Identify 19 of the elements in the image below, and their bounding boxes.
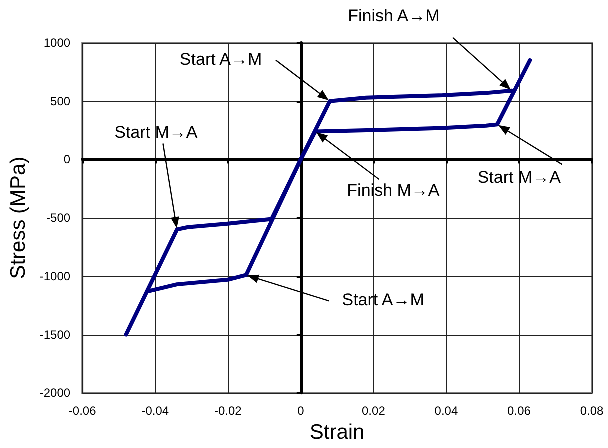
y-tick-label: -1000: [40, 269, 71, 284]
y-tick-label: 500: [50, 94, 71, 108]
x-tick-label: 0: [298, 404, 305, 418]
x-tick-label: -0.06: [68, 404, 97, 418]
y-tick-label: 0: [64, 152, 71, 167]
x-tick-label: -0.04: [142, 404, 170, 418]
annotation: Start M→A: [114, 123, 198, 142]
x-tick-label: 0.02: [362, 404, 386, 418]
x-tick-label: -0.02: [214, 404, 242, 418]
x-tick-label: 0.04: [434, 404, 458, 418]
y-tick-label: -2000: [40, 386, 71, 400]
x-tick-label: 0.06: [508, 404, 532, 418]
x-tick-label: 0.08: [580, 404, 604, 418]
y-tick-label: -500: [46, 211, 71, 226]
y-tick-label: 1000: [44, 36, 71, 50]
y-tick-label: -1500: [40, 328, 71, 342]
y-axis-title: Stress (MPa): [7, 156, 30, 280]
annotation: Finish A→M: [348, 6, 440, 26]
x-axis-title: Strain: [310, 421, 365, 444]
